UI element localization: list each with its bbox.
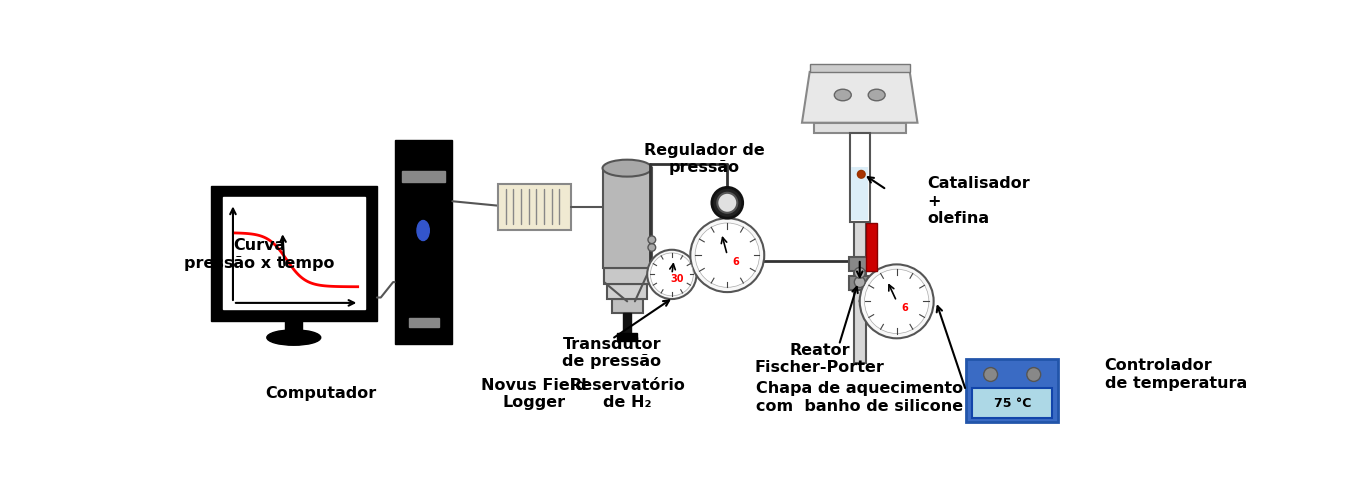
Circle shape (690, 218, 765, 292)
Text: Novus Field
Logger: Novus Field Logger (481, 378, 587, 410)
Bar (395, 140, 453, 343)
Text: Chapa de aquecimento
com  banho de silicone: Chapa de aquecimento com banho de silico… (757, 381, 963, 414)
Text: 75 °C: 75 °C (994, 397, 1031, 410)
Text: Catalisador
+
olefina: Catalisador + olefina (928, 176, 1031, 226)
Text: Reator
Fischer-Porter: Reator Fischer-Porter (755, 343, 884, 375)
Bar (603, 268, 651, 284)
Bar (408, 318, 438, 327)
Text: Regulador de
pressão: Regulador de pressão (644, 143, 765, 175)
Bar (212, 186, 377, 320)
Circle shape (717, 193, 738, 213)
Text: Transdutor
de pressão: Transdutor de pressão (563, 337, 662, 369)
Bar (853, 117, 866, 363)
Bar (810, 64, 910, 72)
Circle shape (651, 253, 693, 296)
Text: 6: 6 (732, 257, 739, 267)
Circle shape (865, 269, 929, 334)
Bar (849, 257, 871, 270)
Circle shape (854, 277, 865, 288)
Circle shape (712, 187, 743, 218)
Ellipse shape (868, 89, 885, 101)
Bar (403, 171, 445, 182)
Text: Computador: Computador (266, 386, 377, 401)
Circle shape (696, 223, 759, 287)
Text: Controlador
de temperatura: Controlador de temperatura (1105, 358, 1246, 391)
Ellipse shape (834, 89, 852, 101)
Polygon shape (801, 72, 918, 122)
Bar (607, 284, 647, 299)
Bar (498, 184, 571, 230)
Bar (617, 333, 637, 341)
Bar (965, 359, 1059, 422)
Bar (814, 122, 906, 133)
Circle shape (648, 236, 656, 244)
Bar (222, 197, 365, 309)
Ellipse shape (418, 220, 430, 241)
Ellipse shape (602, 160, 652, 176)
Bar (866, 223, 877, 270)
Bar (972, 389, 1052, 417)
Text: Curva
pressão x tempo: Curva pressão x tempo (184, 238, 335, 270)
Circle shape (857, 171, 865, 178)
Bar (850, 133, 869, 222)
Circle shape (983, 368, 998, 381)
Bar (602, 168, 652, 268)
Circle shape (647, 250, 697, 299)
Text: 6: 6 (902, 303, 909, 313)
Text: Reservatório
de H₂: Reservatório de H₂ (570, 378, 685, 410)
Bar (612, 299, 643, 313)
Bar (849, 276, 871, 290)
Circle shape (648, 244, 656, 251)
Bar (852, 167, 868, 220)
Bar (624, 313, 631, 336)
Circle shape (860, 265, 934, 338)
Ellipse shape (267, 330, 321, 345)
Text: 30: 30 (670, 274, 683, 284)
Circle shape (854, 268, 865, 278)
Circle shape (1026, 368, 1040, 381)
Bar (285, 320, 302, 338)
